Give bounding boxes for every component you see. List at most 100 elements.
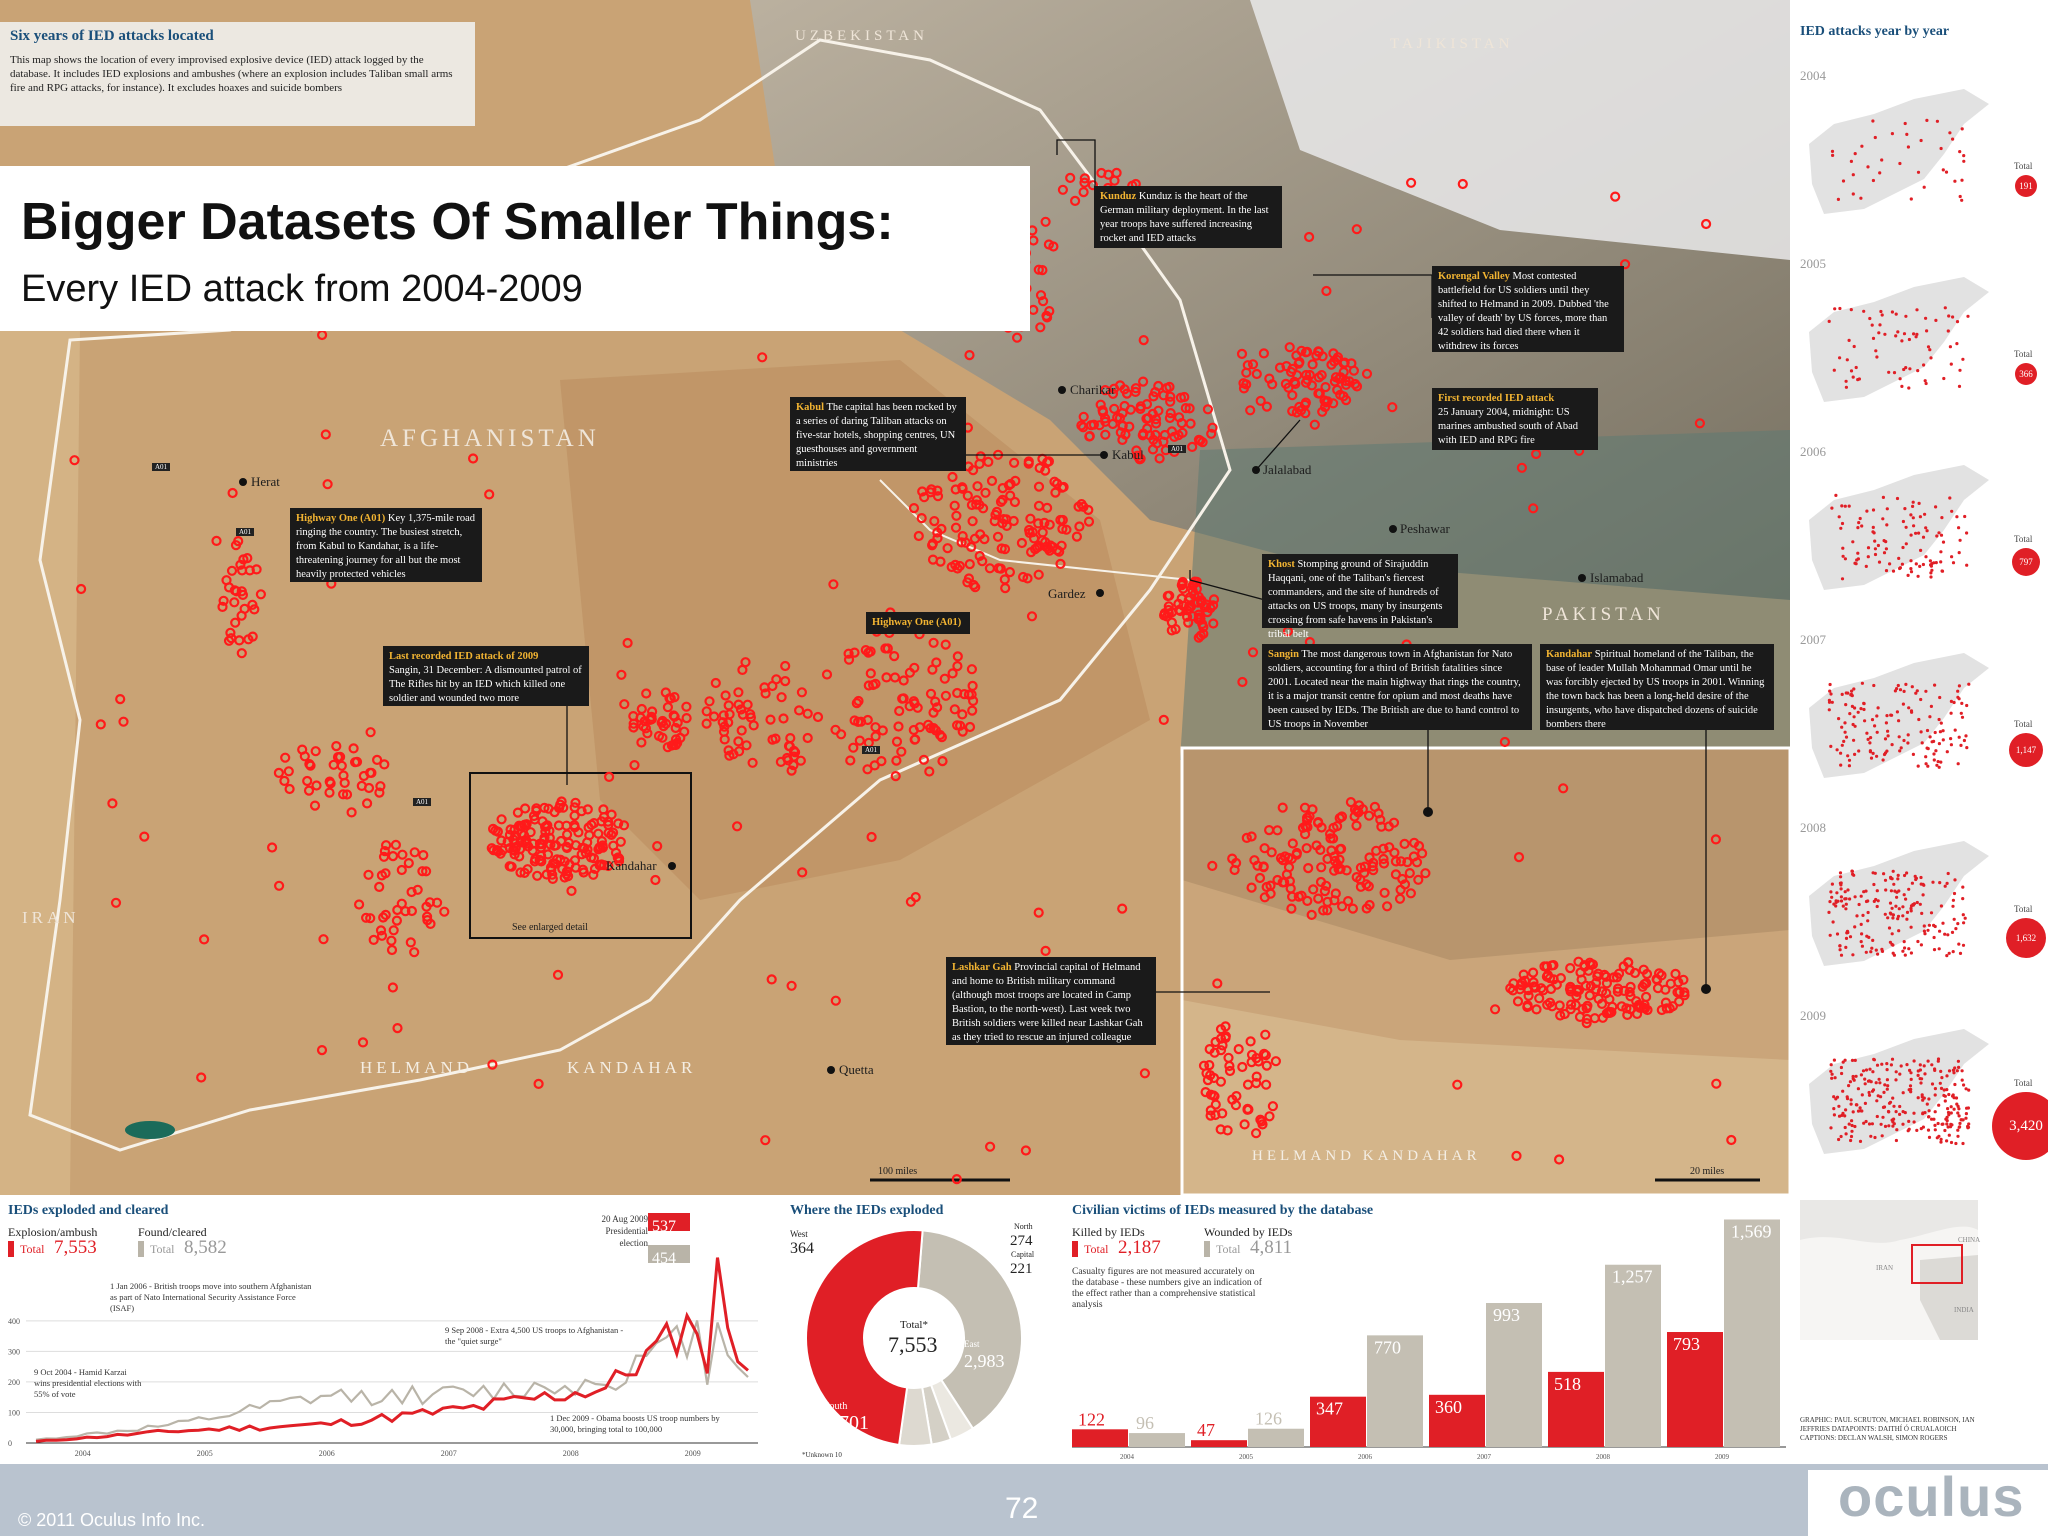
mini-map-point [1943, 1128, 1947, 1133]
exploded-cleared-panel: IEDs exploded and cleared Explosion/ambu… [0, 1195, 770, 1464]
mini-map-point [1872, 882, 1876, 887]
mini-map-point [1887, 370, 1891, 374]
ied-point [1640, 991, 1652, 1003]
ied-point [1283, 382, 1294, 393]
mini-map-point [1846, 754, 1850, 758]
slide-footer [0, 1464, 2048, 1536]
mini-map-point [1922, 924, 1926, 928]
mini-map-point [1940, 516, 1944, 520]
ied-point [226, 565, 238, 576]
mini-map-point [1854, 1074, 1858, 1078]
ied-point [238, 554, 249, 565]
ied-point [1320, 880, 1332, 891]
mini-map-point [1878, 323, 1882, 327]
mini-map-point [1839, 1134, 1843, 1139]
mini-map-point [1923, 1072, 1927, 1076]
mini-map-point [1939, 1069, 1943, 1073]
ied-point [320, 429, 331, 440]
ied-point [372, 754, 383, 766]
mini-map-point [1839, 899, 1844, 903]
mini-map-point [1852, 1078, 1856, 1082]
ied-point [622, 637, 633, 649]
mini-map-point [1903, 946, 1907, 950]
callout-head: First recorded IED attack [1438, 393, 1555, 404]
ied-point [733, 736, 744, 747]
year-total-caption: Total [2014, 534, 2033, 544]
ied-point [660, 718, 672, 729]
ied-point [1207, 422, 1218, 433]
ied-point [211, 535, 222, 547]
ied-point [1044, 519, 1055, 530]
ied-point [1618, 961, 1629, 972]
y-tick-label: 200 [8, 1378, 20, 1387]
mini-map-point [1949, 743, 1953, 747]
mini-map-point [1827, 700, 1832, 704]
ied-point [1390, 869, 1402, 880]
ied-point [1164, 412, 1176, 424]
ied-point [641, 688, 652, 699]
mini-map-point [1961, 1118, 1965, 1122]
mini-map-point [1917, 717, 1921, 722]
ied-point [1565, 962, 1576, 974]
ied-point [862, 714, 873, 726]
mini-map-point [1923, 932, 1927, 936]
mini-map-point [1853, 925, 1857, 929]
mini-map-point [1957, 551, 1961, 555]
ied-point [848, 742, 859, 753]
ied-point [1250, 1128, 1262, 1139]
ied-point [239, 603, 250, 614]
mini-map-point [1884, 569, 1889, 573]
ied-point [767, 734, 778, 745]
mini-map-point [1840, 504, 1844, 508]
mini-map-point [1950, 509, 1954, 513]
enlarged-detail-label: See enlarged detail [512, 922, 588, 933]
ied-point [1078, 411, 1089, 422]
peak-exploded-label: 537 [652, 1218, 676, 1235]
mini-map-point [1924, 689, 1928, 693]
callout-kandahar: Kandahar Spiritual homeland of the Talib… [1540, 644, 1774, 730]
mini-map-point [1882, 539, 1886, 543]
ied-point [594, 842, 605, 853]
mini-map-point [1832, 1058, 1836, 1062]
mini-map-point [1938, 730, 1942, 734]
ied-point [1242, 1079, 1254, 1090]
ied-point [916, 512, 927, 524]
ied-point [1316, 822, 1327, 833]
bar-killed [1310, 1396, 1366, 1447]
year-label: 2008 [1800, 820, 1826, 835]
ied-point [244, 565, 255, 576]
mini-map-point [1879, 309, 1883, 314]
mini-map-point [1838, 871, 1843, 875]
ied-point [1516, 462, 1528, 473]
mini-map-point [1840, 1071, 1844, 1076]
place-gardez: Gardez [1048, 586, 1086, 601]
ied-point [1306, 380, 1318, 391]
mini-map-point [1937, 717, 1941, 722]
locator-label-iran: IRAN [1876, 1264, 1894, 1272]
ied-point [802, 708, 813, 719]
mini-map-point [1875, 1114, 1879, 1119]
ied-point [1237, 1061, 1248, 1073]
mini-map-point [1926, 764, 1930, 768]
mini-map-point [1921, 535, 1926, 539]
ied-point [1058, 481, 1069, 493]
mini-map-point [1849, 1102, 1853, 1106]
ied-point [386, 935, 397, 946]
ied-point [1033, 481, 1045, 492]
ied-point [1229, 864, 1240, 876]
mini-map-point [1921, 562, 1925, 567]
mini-map-point [1901, 702, 1905, 706]
mini-map-point [1858, 1106, 1862, 1110]
bar-killed-label: 47 [1197, 1420, 1215, 1440]
ied-point [1198, 1060, 1210, 1071]
ied-point [1008, 457, 1020, 468]
mini-map-point [1871, 1088, 1876, 1092]
road-label: A01 [1168, 445, 1187, 453]
mini-map-point [1937, 947, 1941, 951]
mini-map-point [1844, 945, 1848, 949]
mini-map-point [1945, 750, 1949, 754]
region-label-kandahar: KANDAHAR [567, 1058, 697, 1077]
mini-map-point [1873, 135, 1877, 140]
ied-point [1233, 1043, 1244, 1055]
mini-map-point [1951, 1094, 1955, 1098]
